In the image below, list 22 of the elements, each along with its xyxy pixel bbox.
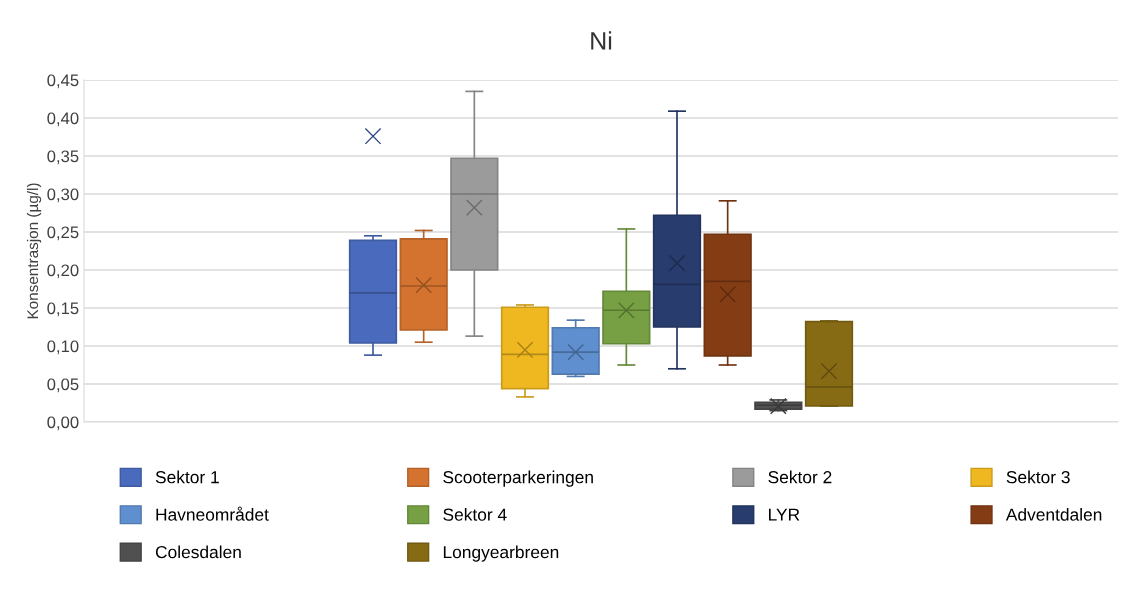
y-tick-label: 0,05 xyxy=(47,378,79,393)
y-tick-label: 0,20 xyxy=(47,264,79,279)
legend-label: Colesdalen xyxy=(155,545,241,559)
legend-label: Sektor 1 xyxy=(155,470,219,484)
y-tick-label: 0,10 xyxy=(47,340,79,355)
y-tick-label: 0,30 xyxy=(47,188,79,203)
y-axis-title: Konsentrasjon (µg/l) xyxy=(26,183,42,319)
legend-label: Sektor 3 xyxy=(1006,470,1070,484)
y-tick-label: 0,25 xyxy=(47,226,79,241)
y-tick-label: 0,40 xyxy=(47,112,79,127)
legend-label: LYR xyxy=(769,508,800,521)
legend-label: Sektor 4 xyxy=(443,508,507,521)
legend-label: Sektor 2 xyxy=(768,470,832,484)
legend-label: Scooterparkeringen xyxy=(443,470,593,487)
y-tick-label: 0,35 xyxy=(47,150,79,165)
legend-label: Longyearbreen xyxy=(443,545,559,562)
legend-label: Havneområdet xyxy=(156,506,269,521)
chart-title: Ni xyxy=(591,31,612,50)
y-tick-label: 0,45 xyxy=(47,74,79,89)
y-tick-label: 0,00 xyxy=(47,416,79,431)
legend-label: Adventdalen xyxy=(1005,508,1102,521)
y-tick-label: 0,15 xyxy=(47,302,79,317)
